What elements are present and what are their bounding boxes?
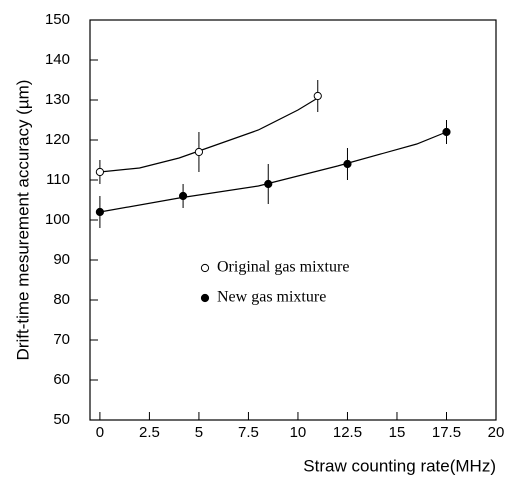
y-tick-label: 120 xyxy=(45,131,70,148)
y-axis-label: Drift-time mesurement accuracy (µm) xyxy=(13,80,32,361)
y-tick-label: 110 xyxy=(46,171,70,188)
x-tick-label: 2.5 xyxy=(139,424,160,441)
y-tick-label: 150 xyxy=(45,11,70,28)
legend-label: New gas mixture xyxy=(217,289,326,306)
data-point xyxy=(442,127,451,137)
legend-label: Original gas mixture xyxy=(217,259,349,276)
x-tick-label: 7.5 xyxy=(238,424,259,441)
legend-marker xyxy=(200,263,210,273)
y-tick-label: 60 xyxy=(53,371,70,388)
fit-curve xyxy=(99,131,447,213)
x-tick-label: 20 xyxy=(488,424,505,441)
x-tick-label: 12.5 xyxy=(333,424,362,441)
data-point xyxy=(313,91,322,101)
x-tick-label: 0 xyxy=(96,424,104,441)
y-tick-label: 50 xyxy=(53,411,70,428)
plot-frame xyxy=(89,19,497,421)
fit-curve xyxy=(99,97,319,173)
x-axis-label: Straw counting rate(MHz) xyxy=(303,456,496,475)
data-point xyxy=(343,159,352,169)
y-tick-label: 80 xyxy=(53,291,70,308)
y-tick-label: 70 xyxy=(53,331,70,348)
y-tick-label: 130 xyxy=(45,91,70,108)
x-tick-label: 17.5 xyxy=(432,424,461,441)
y-tick-label: 90 xyxy=(53,251,70,268)
x-tick-label: 5 xyxy=(195,424,203,441)
data-point xyxy=(95,207,105,217)
data-point xyxy=(194,147,204,157)
x-tick-label: 10 xyxy=(290,424,307,441)
y-tick-label: 140 xyxy=(45,51,70,68)
x-tick-label: 15 xyxy=(389,424,406,441)
legend-marker xyxy=(200,293,210,303)
y-tick-label: 100 xyxy=(45,211,70,228)
data-point xyxy=(95,167,105,177)
data-point xyxy=(178,191,188,201)
data-point xyxy=(264,179,273,189)
